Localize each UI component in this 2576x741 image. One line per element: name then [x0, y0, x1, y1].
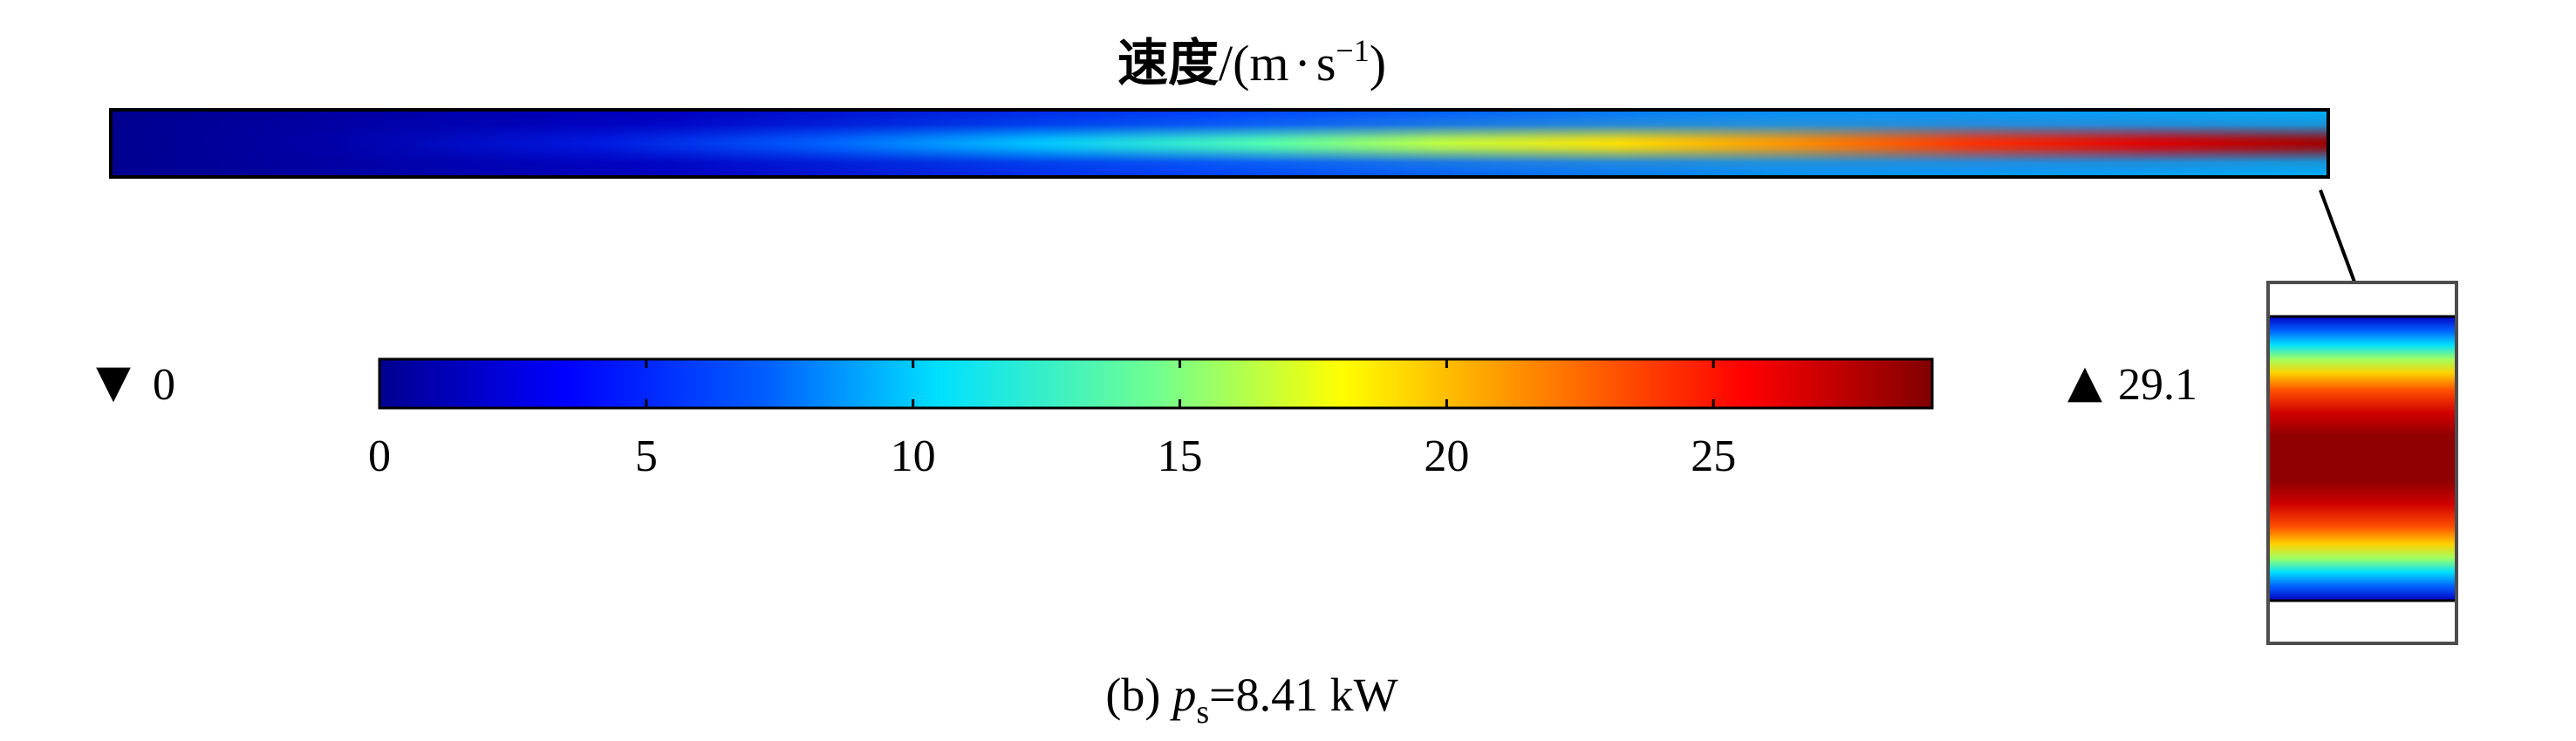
colorbar-tick-label: 20 — [1424, 432, 1469, 481]
min-value: 0 — [153, 360, 175, 410]
title-unit-exponent: −1 — [1336, 33, 1369, 68]
zoom-inset — [2266, 281, 2458, 645]
caption-subscript: s — [1196, 694, 1209, 731]
channel-core-band — [111, 110, 2328, 177]
max-value: 29.1 — [2118, 360, 2197, 410]
colorbar-gradient — [378, 357, 1934, 410]
title-unit-suffix: ) — [1370, 35, 1386, 92]
colorbar: 0 5 10 15 20 25 — [368, 357, 1934, 481]
channel-outline — [109, 108, 2330, 179]
channel-field — [109, 108, 2330, 179]
max-marker: ▲ 29.1 — [2067, 356, 2197, 410]
min-symbol: ▼ — [96, 356, 131, 408]
plot-title: 速度/(m · s−1) — [1117, 33, 1386, 92]
zoom-leader-line — [2319, 189, 2357, 285]
inset-profile — [2270, 316, 2455, 601]
figure-caption: (b) ps=8.41 kW — [1105, 669, 1397, 731]
title-unit-prefix: /(m — [1219, 35, 1289, 92]
colorbar-tick-label: 25 — [1691, 432, 1736, 481]
caption-variable: p — [1169, 669, 1196, 721]
colorbar-tick-label: 15 — [1158, 432, 1203, 481]
title-unit-s: s — [1316, 35, 1336, 92]
colorbar-tick-label: 0 — [368, 432, 391, 481]
caption-panel: (b) — [1105, 669, 1160, 721]
title-unit-dot: · — [1295, 35, 1311, 92]
colorbar-tick-label: 10 — [891, 432, 936, 481]
min-marker: ▼ 0 — [96, 356, 175, 410]
colorbar-tick-label: 5 — [635, 432, 658, 481]
max-symbol: ▲ — [2067, 356, 2102, 408]
title-quantity: 速度 — [1117, 33, 1219, 92]
caption-value: =8.41 kW — [1209, 669, 1397, 721]
colorbar-ticks: 0 5 10 15 20 25 — [368, 359, 1736, 481]
